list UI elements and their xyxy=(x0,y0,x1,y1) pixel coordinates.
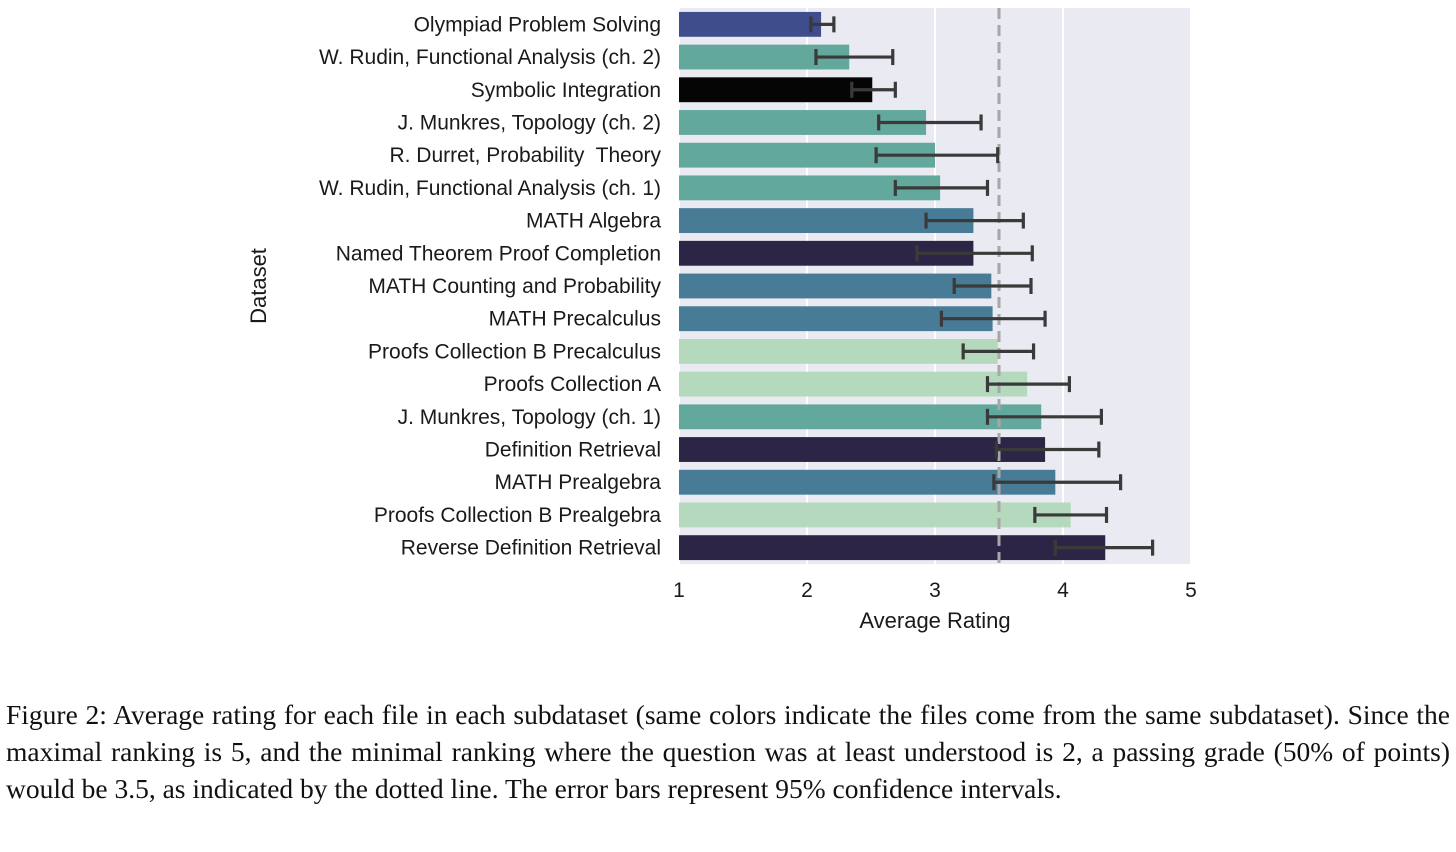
error-bar xyxy=(994,441,1101,458)
bar xyxy=(679,273,992,299)
error-bar xyxy=(814,49,895,66)
error-bars xyxy=(809,16,1155,556)
category-label: W. Rudin, Functional Analysis (ch. 2) xyxy=(319,46,661,69)
category-label: Named Theorem Proof Completion xyxy=(336,242,661,265)
bar xyxy=(679,404,1042,430)
error-bar xyxy=(939,310,1047,327)
category-labels: Olympiad Problem Solving W. Rudin, Functi… xyxy=(319,13,661,559)
category-label: Proofs Collection B Precalculus xyxy=(368,340,661,363)
error-bar xyxy=(877,114,983,131)
category-label: J. Munkres, Topology (ch. 1) xyxy=(398,406,661,429)
category-label: MATH Precalculus xyxy=(489,308,661,331)
error-bar xyxy=(985,376,1072,393)
bar-chart: Olympiad Problem Solving W. Rudin, Functi… xyxy=(246,8,1197,633)
figure-caption: Figure 2: Average rating for each file i… xyxy=(6,699,1450,804)
x-tick-label: 2 xyxy=(801,579,813,602)
category-label: W. Rudin, Functional Analysis (ch. 1) xyxy=(319,177,661,200)
category-label: R. Durret, Probability Theory xyxy=(389,144,661,167)
bar xyxy=(679,338,998,364)
error-bar xyxy=(1053,539,1155,556)
error-bar xyxy=(1033,506,1109,523)
error-bar xyxy=(924,212,1025,229)
x-tick-label: 1 xyxy=(673,579,685,602)
error-bar xyxy=(850,81,897,98)
error-bar xyxy=(809,16,836,33)
category-label: MATH Algebra xyxy=(526,210,661,233)
bar xyxy=(679,437,1046,462)
error-bar xyxy=(961,343,1036,360)
category-label: MATH Counting and Probability xyxy=(368,275,661,298)
bar xyxy=(679,502,1071,528)
category-label: J. Munkres, Topology (ch. 2) xyxy=(398,111,661,134)
bar xyxy=(679,208,974,234)
category-label: Definition Retrieval xyxy=(485,439,661,462)
error-bar xyxy=(915,245,1034,262)
error-bar xyxy=(874,147,1000,164)
bar xyxy=(679,535,1106,561)
bars xyxy=(679,11,1106,561)
x-tick-labels: 1 2 3 4 5 xyxy=(673,579,1197,602)
error-bar xyxy=(985,408,1104,425)
y-axis-label: Dataset xyxy=(246,248,271,324)
x-axis-label: Average Rating xyxy=(859,608,1010,633)
bar xyxy=(679,11,822,37)
category-label: Olympiad Problem Solving xyxy=(414,13,661,36)
category-label: Proofs Collection A xyxy=(484,373,661,396)
error-bar xyxy=(893,179,990,196)
bar xyxy=(679,77,873,103)
category-label: MATH Prealgebra xyxy=(494,471,661,494)
error-bar xyxy=(992,474,1123,491)
category-label: Proofs Collection B Prealgebra xyxy=(374,504,661,527)
category-label: Reverse Definition Retrieval xyxy=(401,537,661,560)
bar xyxy=(679,371,1028,397)
x-tick-label: 4 xyxy=(1057,579,1069,602)
x-tick-label: 5 xyxy=(1185,579,1197,602)
category-label: Symbolic Integration xyxy=(471,79,661,102)
error-bar xyxy=(952,278,1033,294)
x-tick-label: 3 xyxy=(929,579,941,602)
